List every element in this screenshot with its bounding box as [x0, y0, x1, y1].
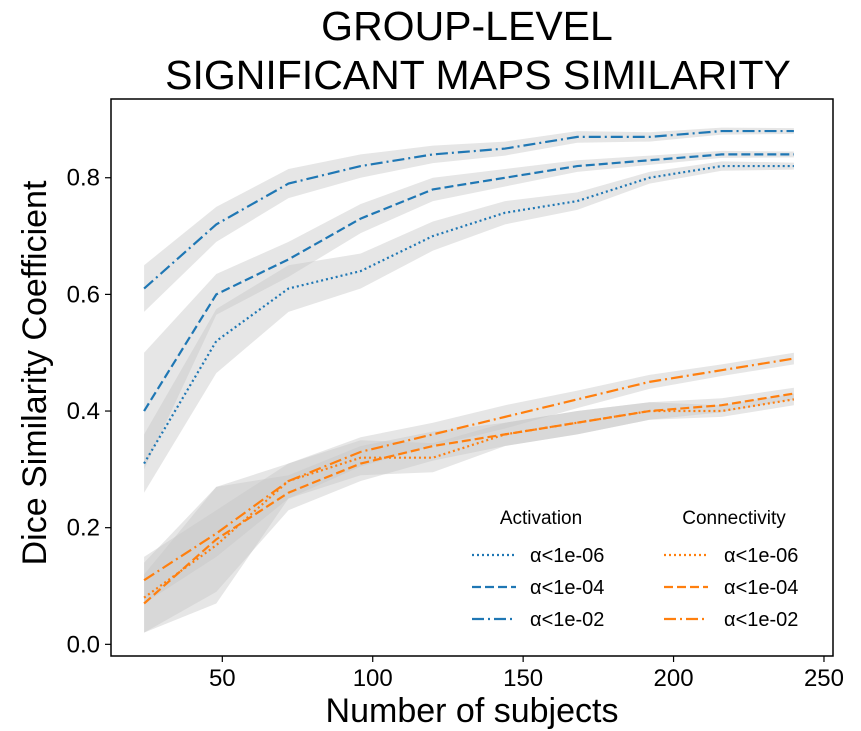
- chart-title-line-1: GROUP-LEVEL: [321, 3, 613, 49]
- x-tick-label: 250: [804, 665, 844, 692]
- y-axis-ticks: 0.0 0.2 0.4 0.6 0.8: [67, 165, 111, 658]
- series-line-4: [143, 398, 795, 599]
- series-lines: [143, 129, 795, 605]
- legend-label: α<1e-02: [530, 609, 604, 631]
- series-line-2: [143, 153, 794, 412]
- y-tick-label: 0.4: [67, 398, 100, 425]
- legend-group-title: Activation: [500, 508, 582, 529]
- x-tick-label: 50: [209, 665, 236, 692]
- y-tick-label: 0.6: [67, 281, 100, 308]
- legend-label: α<1e-02: [724, 609, 798, 631]
- series-line-1: [143, 164, 794, 465]
- legend-group-title: Connectivity: [682, 508, 786, 529]
- y-tick-label: 0.2: [67, 515, 100, 542]
- y-tick-label: 0.0: [67, 631, 100, 658]
- band-4: [144, 393, 794, 633]
- confidence-bands: [144, 127, 794, 633]
- legend-label: α<1e-04: [724, 577, 798, 599]
- band-3: [144, 127, 794, 312]
- series-line-5: [143, 392, 795, 605]
- x-tick-label: 100: [353, 665, 393, 692]
- y-axis-label: Dice Similarity Coefficient: [16, 180, 54, 565]
- legend-label: α<1e-06: [724, 545, 798, 567]
- x-axis-label: Number of subjects: [326, 692, 619, 730]
- band-6: [144, 352, 794, 604]
- band-1: [144, 161, 794, 493]
- plot-frame: [110, 98, 834, 657]
- band-5: [144, 387, 794, 633]
- y-tick-label: 0.8: [67, 165, 100, 192]
- legend: Activation α<1e-06 α<1e-04 α<1e-02 Connectiv…: [472, 508, 798, 631]
- legend-label: α<1e-06: [530, 545, 604, 567]
- x-axis-ticks: 50 100 150 200 250: [209, 656, 844, 692]
- x-tick-label: 150: [503, 665, 543, 692]
- chart-title-line-2: SIGNIFICANT MAPS SIMILARITY: [165, 52, 791, 98]
- legend-label: α<1e-04: [530, 577, 604, 599]
- x-tick-label: 200: [654, 665, 694, 692]
- series-line-3: [143, 129, 794, 290]
